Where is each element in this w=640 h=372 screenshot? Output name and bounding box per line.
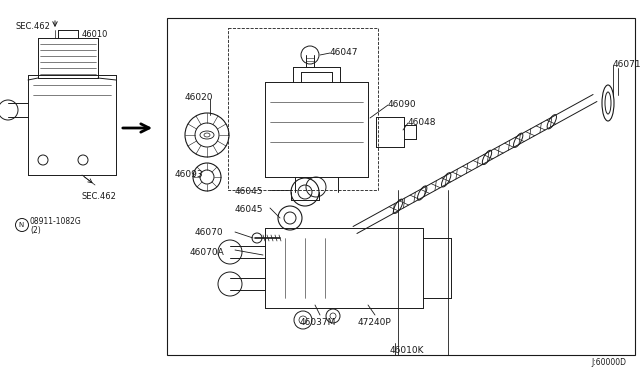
Text: 46090: 46090	[388, 100, 417, 109]
Bar	[167, 18, 635, 355]
Text: 46047: 46047	[330, 48, 358, 57]
Text: 46010K: 46010K	[390, 346, 424, 355]
Text: 46048: 46048	[408, 118, 436, 127]
Text: N: N	[19, 222, 24, 228]
Text: SEC.462: SEC.462	[82, 192, 117, 201]
Text: 08911-1082G: 08911-1082G	[30, 217, 82, 225]
Text: 46037M: 46037M	[300, 318, 337, 327]
Text: 46045: 46045	[235, 205, 264, 214]
Text: 47240P: 47240P	[358, 318, 392, 327]
Text: 46070: 46070	[195, 228, 223, 237]
Text: 46045: 46045	[235, 187, 264, 196]
Text: J:60000D: J:60000D	[591, 358, 626, 367]
Text: SEC.462: SEC.462	[15, 22, 50, 31]
Text: 46020: 46020	[185, 93, 214, 102]
Bar	[228, 28, 378, 190]
Text: 46070A: 46070A	[190, 248, 225, 257]
Text: 46093: 46093	[175, 170, 204, 179]
Text: 46071: 46071	[613, 60, 640, 69]
Text: 46010: 46010	[82, 30, 108, 39]
Text: (2): (2)	[30, 227, 41, 235]
